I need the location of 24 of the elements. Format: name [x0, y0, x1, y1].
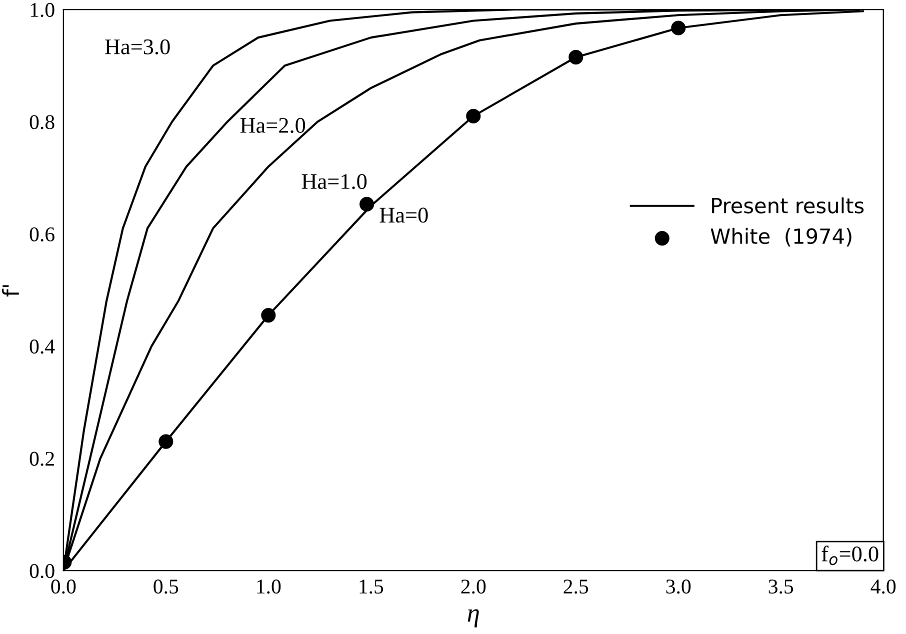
y-tick-label: 1.0	[30, 2, 54, 18]
x-axis-title: η	[468, 609, 479, 628]
annotation: Ha=0	[380, 208, 428, 223]
x-tick-label: 0.0	[51, 580, 76, 594]
annotation: Ha=2.0	[240, 118, 306, 133]
y-tick-label: 0.0	[30, 564, 54, 578]
legend-label: White (1974)	[710, 228, 852, 247]
legend-label: Present results	[712, 197, 864, 214]
annotation: Ha=1.0	[302, 174, 367, 190]
x-tick-label: 3.5	[768, 580, 794, 594]
x-tick-label: 1.5	[360, 580, 384, 594]
x-tick-label: 2.0	[461, 580, 486, 594]
annotation: Ha=3.0	[105, 39, 170, 54]
x-tick-label: 2.5	[564, 580, 588, 594]
annotation: f$_{o}$=0.0	[822, 546, 878, 566]
x-tick-label: 3.0	[666, 580, 691, 594]
y-tick-label: 0.8	[30, 115, 54, 130]
x-tick-label: 4.0	[870, 580, 896, 594]
x-tick-label: 0.5	[154, 580, 178, 594]
y-axis-title: f'	[2, 285, 19, 297]
x-tick-label: 1.0	[257, 580, 281, 594]
y-tick-label: 0.4	[30, 340, 55, 354]
y-tick-label: 0.6	[30, 227, 54, 242]
y-tick-label: 0.2	[30, 452, 54, 466]
